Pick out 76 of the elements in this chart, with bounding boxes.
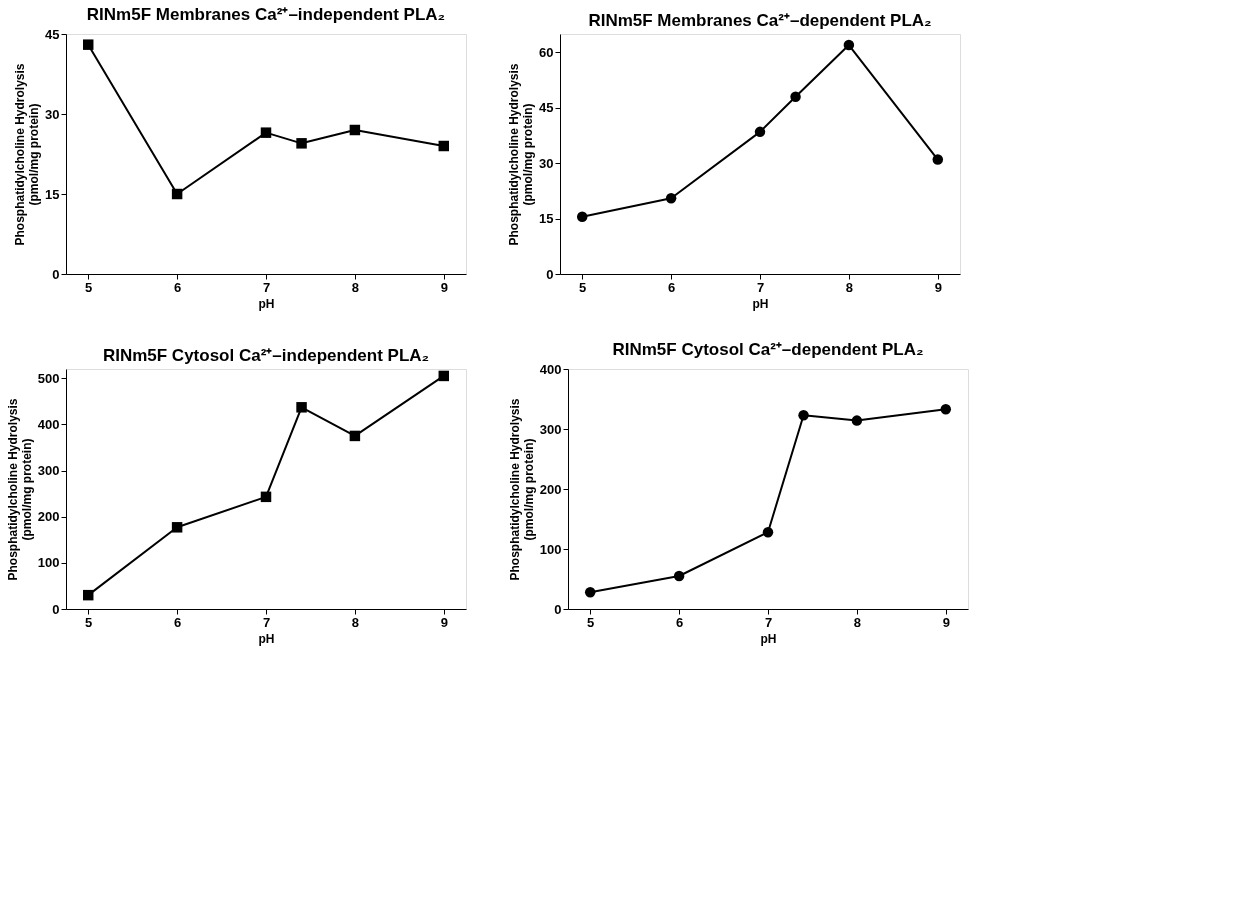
y-tick-label: 15 [45,186,60,202]
x-axis-title: pH [752,296,769,311]
x-tick-label: 8 [845,279,854,295]
y-tick-label: 400 [37,416,60,432]
point [673,570,685,582]
x-tick-label: 6 [675,614,684,630]
y-tick-label: 400 [539,361,562,377]
y-tick-label: 200 [539,481,562,497]
x-tick-label: 5 [85,279,93,295]
y-tick-label: 60 [539,44,554,60]
x-tick-label: 5 [587,614,595,630]
x-tick-label: 5 [85,614,93,630]
x-tick-label: 5 [579,279,587,295]
y-tick-label: 30 [539,155,554,171]
point [349,430,361,442]
point [438,140,450,152]
y-axis-title: Phosphatidylcholine Hydrolysis (pmol/mg protein) [13,63,42,246]
point [790,91,801,102]
y-tick-label: 100 [539,541,562,557]
point [82,39,94,50]
x-tick-label: 9 [942,614,950,630]
point [665,193,677,204]
chart-title: RINm5F Cytosol Ca²⁺–independent PLA₂ [102,346,430,365]
y-tick-label: 0 [546,266,554,282]
point [940,403,952,415]
point [576,211,588,222]
point [851,415,863,426]
point [171,188,183,200]
point [171,522,183,533]
point [296,402,307,413]
x-tick-label: 7 [756,279,765,295]
x-tick-label: 7 [262,614,271,630]
point [349,124,361,136]
y-tick-label: 0 [554,601,562,617]
chart-title: RINm5F Cytosol Ca²⁺–dependent PLA₂ [612,340,924,359]
point [762,526,774,538]
y-tick-label: 0 [52,601,60,617]
point [260,127,272,138]
y-tick-label: 45 [45,26,60,42]
chart-title: RINm5F Membranes Ca²⁺–independent PLA₂ [86,5,446,24]
y-tick-label: 30 [45,106,60,122]
x-tick-label: 9 [440,614,448,630]
point [82,589,94,601]
x-tick-label: 8 [351,279,360,295]
x-tick-label: 6 [173,279,182,295]
x-tick-label: 9 [934,279,942,295]
x-axis-title: pH [258,296,275,311]
x-tick-label: 8 [853,614,862,630]
point [260,491,272,503]
x-tick-label: 6 [173,614,182,630]
point [584,586,596,598]
point [438,370,450,382]
x-axis-title: pH [760,631,777,646]
point [843,39,855,51]
point [296,138,307,149]
point [798,409,809,421]
y-axis-title: Phosphatidylcholine Hydrolysis (pmol/mg protein) [507,63,536,246]
y-tick-label: 15 [539,211,554,227]
y-tick-label: 100 [37,555,60,571]
point [932,154,944,165]
y-tick-label: 300 [37,463,60,479]
y-tick-label: 300 [539,421,562,437]
point [754,126,766,138]
x-tick-label: 7 [764,614,773,630]
y-tick-label: 500 [37,370,60,386]
x-tick-label: 6 [667,279,676,295]
y-tick-label: 0 [52,266,60,282]
x-tick-label: 7 [262,279,271,295]
x-tick-label: 9 [440,279,448,295]
chart-title: RINm5F Membranes Ca²⁺–dependent PLA₂ [588,11,932,30]
y-axis-title: Phosphatidylcholine Hydrolysis (pmol/mg protein) [5,398,34,581]
x-axis-title: pH [258,631,275,646]
y-tick-label: 45 [539,100,554,116]
y-tick-label: 200 [37,509,60,525]
y-axis-title: Phosphatidylcholine Hydrolysis (pmol/mg protein) [507,398,536,581]
x-tick-label: 8 [351,614,360,630]
